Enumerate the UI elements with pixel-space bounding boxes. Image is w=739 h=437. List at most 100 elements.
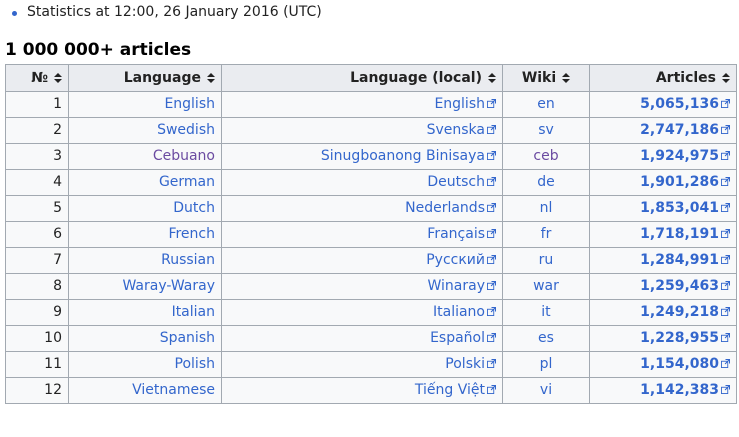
statistics-text: Statistics at 12:00, 26 January 2016 (UT… <box>27 4 322 20</box>
external-link-icon[interactable] <box>721 170 731 186</box>
articles-link[interactable]: 1,924,975 <box>640 148 719 164</box>
articles-link[interactable]: 2,747,186 <box>640 122 719 138</box>
articles-cell: 1,284,991 <box>589 247 737 274</box>
language-link[interactable]: German <box>68 169 222 196</box>
column-header-language[interactable]: Language <box>68 64 222 92</box>
language-link[interactable]: Spanish <box>68 325 222 352</box>
language-local-cell: Winaray <box>221 273 503 300</box>
articles-link[interactable]: 1,249,218 <box>640 304 719 320</box>
language-local-link[interactable]: Polski <box>445 356 485 372</box>
wiki-code-link[interactable]: war <box>502 273 590 300</box>
external-link-icon[interactable] <box>487 274 497 290</box>
language-local-link[interactable]: Nederlands <box>405 200 485 216</box>
articles-cell: 1,853,041 <box>589 195 737 222</box>
external-link-icon[interactable] <box>487 118 497 134</box>
external-link-icon[interactable] <box>487 222 497 238</box>
wiki-code-link[interactable]: de <box>502 169 590 196</box>
column-header-number[interactable]: № <box>5 64 69 92</box>
language-link[interactable]: Russian <box>68 247 222 274</box>
language-link[interactable]: Dutch <box>68 195 222 222</box>
wiki-code-link[interactable]: fr <box>502 221 590 248</box>
external-link-icon[interactable] <box>721 144 731 160</box>
wiki-code-link[interactable]: nl <box>502 195 590 222</box>
language-local-link[interactable]: Français <box>427 226 485 242</box>
table-row: 7 Russian Русский ru 1,284,991 <box>5 247 737 274</box>
table-row: 1 English English en 5,065,136 <box>5 91 737 118</box>
articles-link[interactable]: 1,154,080 <box>640 356 719 372</box>
external-link-icon[interactable] <box>721 248 731 264</box>
language-local-link[interactable]: Winaray <box>427 278 486 294</box>
external-link-icon[interactable] <box>721 300 731 316</box>
external-link-icon[interactable] <box>487 352 497 368</box>
column-header-wiki[interactable]: Wiki <box>502 64 590 92</box>
language-local-link[interactable]: Русский <box>426 252 485 268</box>
column-header-language-local[interactable]: Language (local) <box>221 64 503 92</box>
external-link-icon[interactable] <box>721 378 731 394</box>
column-header-label: Language (local) <box>350 69 482 86</box>
articles-link[interactable]: 1,284,991 <box>640 252 719 268</box>
external-link-icon[interactable] <box>721 196 731 212</box>
table-row: 11 Polish Polski pl 1,154,080 <box>5 351 737 378</box>
language-local-link[interactable]: Sinugboanong Binisaya <box>320 148 485 164</box>
articles-link[interactable]: 1,142,383 <box>640 382 719 398</box>
language-local-link[interactable]: Español <box>430 330 485 346</box>
wiki-code-link[interactable]: ru <box>502 247 590 274</box>
external-link-icon[interactable] <box>487 170 497 186</box>
articles-link[interactable]: 5,065,136 <box>640 96 719 112</box>
language-link[interactable]: Swedish <box>68 117 222 144</box>
table-row: 4 German Deutsch de 1,901,286 <box>5 169 737 196</box>
table-header-row: № Language Language (local) Wiki Article… <box>5 64 737 92</box>
wiki-code-link[interactable]: es <box>502 325 590 352</box>
language-local-link[interactable]: English <box>434 96 485 112</box>
articles-cell: 2,747,186 <box>589 117 737 144</box>
sort-icon[interactable] <box>722 72 730 83</box>
articles-link[interactable]: 1,718,191 <box>640 226 719 242</box>
external-link-icon[interactable] <box>487 326 497 342</box>
language-link[interactable]: French <box>68 221 222 248</box>
wiki-code-link[interactable]: en <box>502 91 590 118</box>
sort-icon[interactable] <box>488 72 496 83</box>
sort-icon[interactable] <box>54 72 62 83</box>
external-link-icon[interactable] <box>487 144 497 160</box>
wiki-code-link[interactable]: it <box>502 299 590 326</box>
articles-link[interactable]: 1,853,041 <box>640 200 719 216</box>
language-local-link[interactable]: Svenska <box>426 122 485 138</box>
external-link-icon[interactable] <box>721 274 731 290</box>
rank-cell: 12 <box>5 377 69 404</box>
table-row: 8 Waray-Waray Winaray war 1,259,463 <box>5 273 737 300</box>
external-link-icon[interactable] <box>487 248 497 264</box>
external-link-icon[interactable] <box>487 92 497 108</box>
wiki-code-link[interactable]: pl <box>502 351 590 378</box>
column-header-articles[interactable]: Articles <box>589 64 737 92</box>
section-heading: 1 000 000+ articles <box>5 40 192 60</box>
articles-link[interactable]: 1,228,955 <box>640 330 719 346</box>
sort-icon[interactable] <box>207 72 215 83</box>
language-link[interactable]: Waray-Waray <box>68 273 222 300</box>
language-local-link[interactable]: Deutsch <box>427 174 485 190</box>
language-link[interactable]: English <box>68 91 222 118</box>
language-local-link[interactable]: Tiếng Việt <box>414 382 485 398</box>
language-link[interactable]: Italian <box>68 299 222 326</box>
external-link-icon[interactable] <box>721 118 731 134</box>
wiki-code-link[interactable]: vi <box>502 377 590 404</box>
language-local-cell: Tiếng Việt <box>221 377 503 404</box>
articles-link[interactable]: 1,259,463 <box>640 278 719 294</box>
wiki-code-link[interactable]: ceb <box>502 143 590 170</box>
sort-icon[interactable] <box>562 72 571 83</box>
table-row: 2 Swedish Svenska sv 2,747,186 <box>5 117 737 144</box>
external-link-icon[interactable] <box>487 300 497 316</box>
wiki-code-link[interactable]: sv <box>502 117 590 144</box>
language-local-cell: Italiano <box>221 299 503 326</box>
external-link-icon[interactable] <box>721 222 731 238</box>
column-header-label: Wiki <box>521 69 557 86</box>
external-link-icon[interactable] <box>721 352 731 368</box>
language-local-link[interactable]: Italiano <box>433 304 485 320</box>
external-link-icon[interactable] <box>721 92 731 108</box>
language-link[interactable]: Polish <box>68 351 222 378</box>
language-link[interactable]: Cebuano <box>68 143 222 170</box>
external-link-icon[interactable] <box>487 196 497 212</box>
articles-link[interactable]: 1,901,286 <box>640 174 719 190</box>
external-link-icon[interactable] <box>487 378 497 394</box>
language-link[interactable]: Vietnamese <box>68 377 222 404</box>
external-link-icon[interactable] <box>721 326 731 342</box>
